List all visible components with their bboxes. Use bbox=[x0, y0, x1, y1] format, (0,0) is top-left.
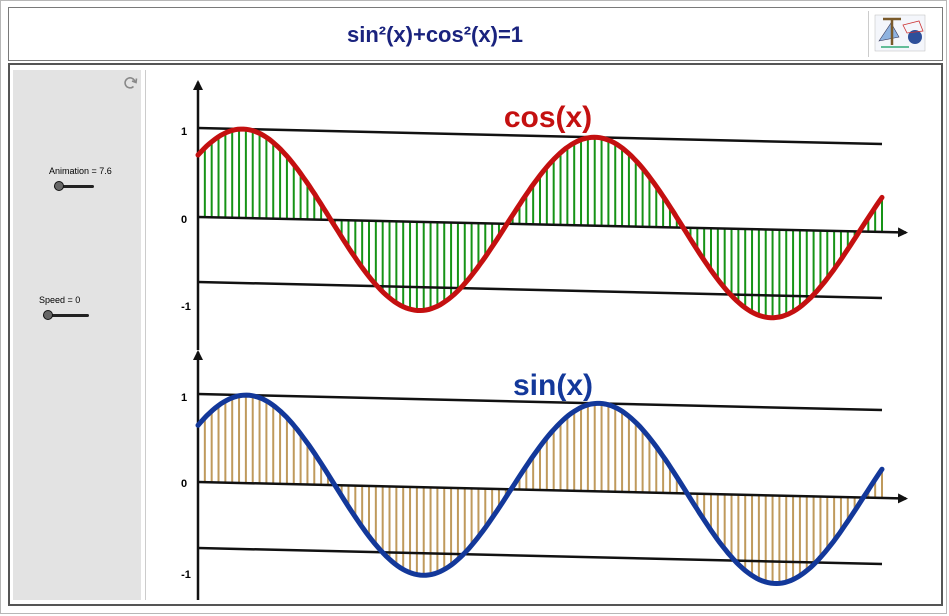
cos-x-axis bbox=[197, 215, 908, 238]
animation-slider[interactable]: Animation = 7.6 bbox=[25, 166, 112, 193]
sin-ytick-0: 0 bbox=[181, 478, 187, 490]
cos-ytick-1: 1 bbox=[181, 126, 187, 138]
sin-chart-title: sin(x) bbox=[513, 369, 593, 402]
cos-bars bbox=[197, 129, 883, 318]
animation-slider-track[interactable] bbox=[54, 181, 94, 193]
sin-bars bbox=[197, 395, 883, 584]
cos-chart-title: cos(x) bbox=[504, 101, 592, 134]
cos-line-y1 bbox=[197, 126, 883, 146]
cos-line-yneg1 bbox=[197, 280, 883, 300]
page-title: sin²(x)+cos²(x)=1 bbox=[346, 22, 524, 47]
speed-slider-track[interactable] bbox=[43, 310, 89, 322]
axes bbox=[193, 80, 908, 600]
animation-slider-line bbox=[54, 185, 94, 188]
animation-slider-label: Animation = 7.6 bbox=[49, 166, 112, 176]
sin-series-line bbox=[195, 392, 885, 587]
sin-ytick-1: 1 bbox=[181, 392, 187, 404]
sin-x-axis bbox=[197, 480, 908, 504]
speed-slider-knob[interactable] bbox=[43, 310, 53, 320]
animation-slider-knob[interactable] bbox=[54, 181, 64, 191]
labels: cos(x) sin(x) 1 0 -1 1 0 -1 bbox=[181, 101, 593, 581]
cos-ytick-0: 0 bbox=[181, 214, 187, 226]
applet-area: Animation = 7.6 Speed = 0 bbox=[8, 63, 943, 606]
sin-line-y1 bbox=[197, 392, 883, 412]
graphics-view[interactable]: cos(x) sin(x) 1 0 -1 1 0 -1 bbox=[145, 70, 942, 600]
title-bar: sin²(x)+cos²(x)=1 bbox=[8, 7, 943, 61]
sin-ytick-neg1: -1 bbox=[181, 569, 191, 581]
sidebar: Animation = 7.6 Speed = 0 bbox=[13, 70, 141, 600]
cos-series-line bbox=[195, 126, 885, 321]
sin-line-yneg1 bbox=[197, 546, 883, 566]
speed-slider-line bbox=[43, 314, 89, 317]
speed-slider-label: Speed = 0 bbox=[39, 295, 81, 305]
reset-icon[interactable] bbox=[121, 74, 139, 92]
speed-slider[interactable]: Speed = 0 bbox=[25, 295, 89, 322]
logo-icon bbox=[868, 11, 932, 57]
curves bbox=[195, 126, 885, 587]
grid-lines bbox=[197, 126, 883, 566]
cos-ytick-neg1: -1 bbox=[181, 301, 191, 313]
plot-svg: cos(x) sin(x) 1 0 -1 1 0 -1 bbox=[181, 80, 908, 600]
